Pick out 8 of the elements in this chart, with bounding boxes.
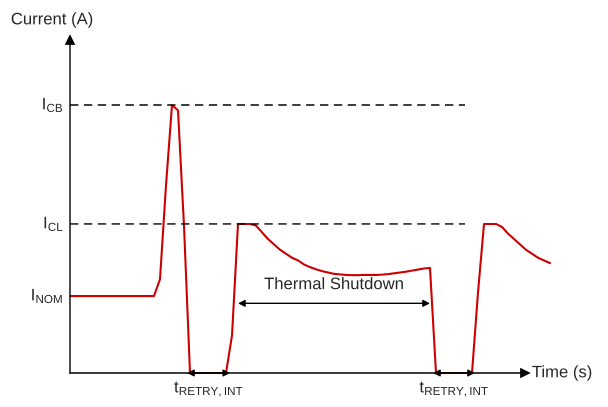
annotation: Thermal Shutdown [264,277,403,290]
y-axis-title: Current (A) [12,12,92,28]
x-axis-title: Time (s) [532,365,592,381]
ref-line-label: I$_{CL}$ [44,216,62,232]
text: I$_{NOM}$ [32,288,62,304]
ref-line-label: I$_{CB}$ [43,98,62,112]
text: t$_{RETRY,INT}$ [174,382,242,396]
text: t$_{RETRY,INT}$ [420,382,488,396]
